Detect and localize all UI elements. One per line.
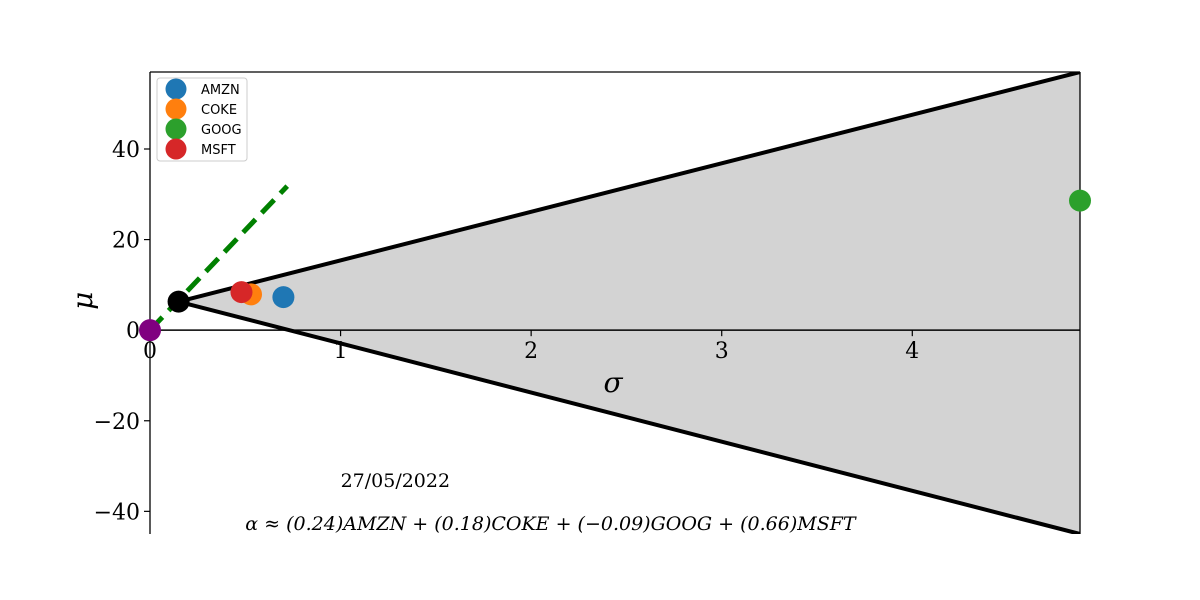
ticks: 0 1 2 3 4 −40 −20 0 20 40 σ μ [66,138,919,525]
point-goog [1069,189,1091,212]
legend-marker-coke [165,98,187,120]
legend-marker-amzn [165,78,187,100]
y-tick-label: 0 [126,319,140,344]
legend-marker-goog [165,118,187,140]
legend-marker-msft [165,138,187,160]
legend-label-goog: GOOG [201,123,242,138]
x-tick-label: 3 [715,339,729,364]
legend-label-coke: COKE [201,103,237,118]
points [139,189,1091,342]
y-axis-label: μ [66,292,99,310]
feasible-region [178,72,1080,534]
x-tick-label: 0 [143,339,157,364]
x-tick-label: 1 [334,339,348,364]
y-tick-label: −40 [94,500,140,525]
x-tick-label: 4 [905,339,919,364]
x-tick-label: 2 [524,339,538,364]
point-msft [230,281,253,304]
upper-boundary-line [178,72,1080,304]
date-annotation: 27/05/2022 [341,470,451,492]
legend-label-msft: MSFT [201,143,236,158]
y-tick-label: 20 [112,229,140,254]
portfolio-formula: α ≈ (0.24)AMZN + (0.18)COKE + (−0.09)GOO… [245,513,857,535]
risk-free-point [139,319,161,342]
point-amzn [272,286,295,309]
x-axis-label: σ [604,366,624,399]
annotations: 27/05/2022 α ≈ (0.24)AMZN + (0.18)COKE + … [245,470,857,535]
y-tick-label: 40 [112,138,140,163]
tangent-portfolio-point [167,290,190,313]
lower-boundary-line [178,299,1080,534]
legend-label-amzn: AMZN [201,83,240,98]
y-tick-label: −20 [94,410,140,435]
legend: AMZN COKE GOOG MSFT [156,77,248,162]
